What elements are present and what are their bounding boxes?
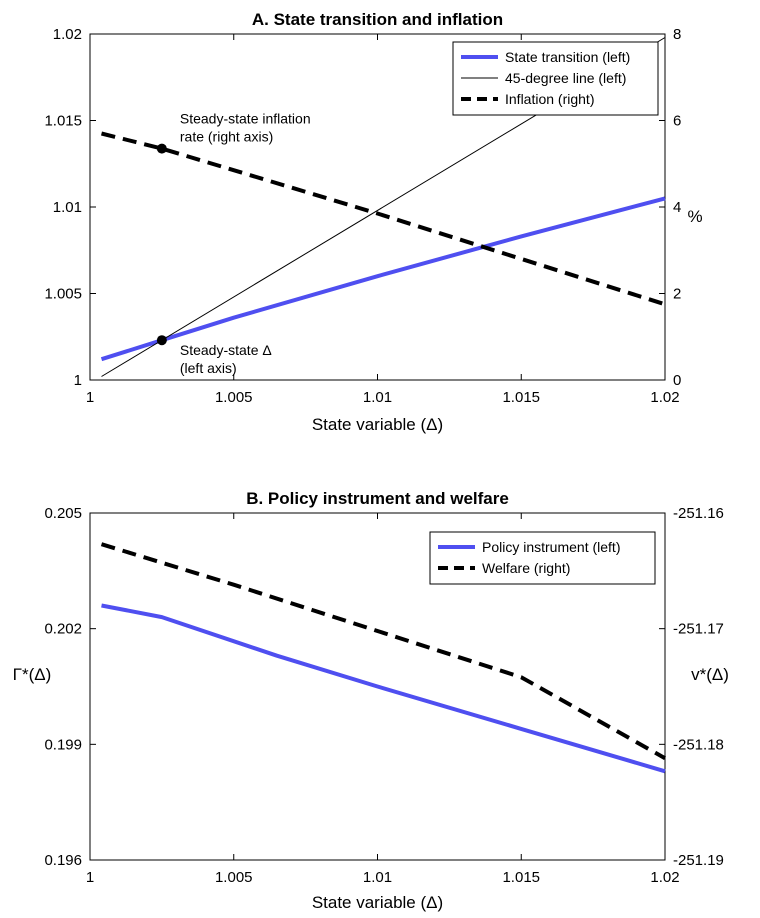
annotation-text: rate (right axis) [180,129,273,145]
legend-label: 45-degree line (left) [505,70,626,86]
series-line-policy-instrument-left [101,603,666,774]
y-right-tick-label: 8 [673,26,681,43]
x-tick-label: 1.015 [502,389,540,406]
y-left-tick-label: 1.015 [44,113,82,130]
legend-box [429,531,656,585]
panel-a: A. State transition and inflation 1 1.005 1… [44,10,702,434]
x-tick-label: 1.01 [363,389,392,406]
y-right-tick-label: -251.19 [673,852,724,869]
x-tick-label: 1 [86,869,94,886]
y-left-axis-label: Γ*(Δ) [13,665,52,684]
annotation-text: Steady-state Δ [180,342,272,358]
annotation-text: (left axis) [180,360,237,376]
x-axis-label: State variable (Δ) [312,893,443,912]
y-right-tick-label: 2 [673,286,681,303]
series-line-welfare-right [100,542,666,760]
legend-label: Welfare (right) [482,560,570,576]
legend-label: Inflation (right) [505,91,594,107]
legend-label: Policy instrument (left) [482,539,620,555]
steady-state-marker [156,143,167,154]
x-tick-label: 1.01 [363,869,392,886]
y-right-tick-label: 6 [673,113,681,130]
y-left-tick-label: 0.199 [44,736,82,753]
chart-title: B. Policy instrument and welfare [246,489,509,508]
y-left-tick-label: 1.005 [44,286,82,303]
panel-b: B. Policy instrument and welfare 1 1.005 1.… [13,489,729,912]
x-tick-label: 1 [86,389,94,406]
y-right-axis-label: v*(Δ) [691,665,729,684]
y-left-tick-label: 0.205 [44,505,82,522]
legend-label: State transition (left) [505,49,630,65]
series-line-inflation-right [101,131,666,307]
y-left-tick-label: 0.196 [44,852,82,869]
steady-state-marker [156,335,167,346]
y-left-tick-label: 1.02 [53,26,82,43]
y-right-axis-label: % [687,207,702,226]
x-axis-label: State variable (Δ) [312,415,443,434]
series-line-state-transition-left [100,196,666,362]
annotation-text: Steady-state inflation [180,111,311,127]
x-tick-label: 1.02 [650,869,679,886]
x-tick-label: 1.005 [215,869,253,886]
y-left-tick-label: 1.01 [53,199,82,216]
y-left-tick-label: 0.202 [44,621,82,638]
x-tick-label: 1.02 [650,389,679,406]
chart-title: A. State transition and inflation [252,10,503,29]
y-right-tick-label: 0 [673,372,681,389]
y-right-tick-label: 4 [673,199,681,216]
x-tick-label: 1.015 [502,869,540,886]
y-right-tick-label: -251.17 [673,621,724,638]
y-right-tick-label: -251.16 [673,505,724,522]
y-right-tick-label: -251.18 [673,736,724,753]
x-tick-label: 1.005 [215,389,253,406]
y-left-tick-label: 1 [74,372,82,389]
